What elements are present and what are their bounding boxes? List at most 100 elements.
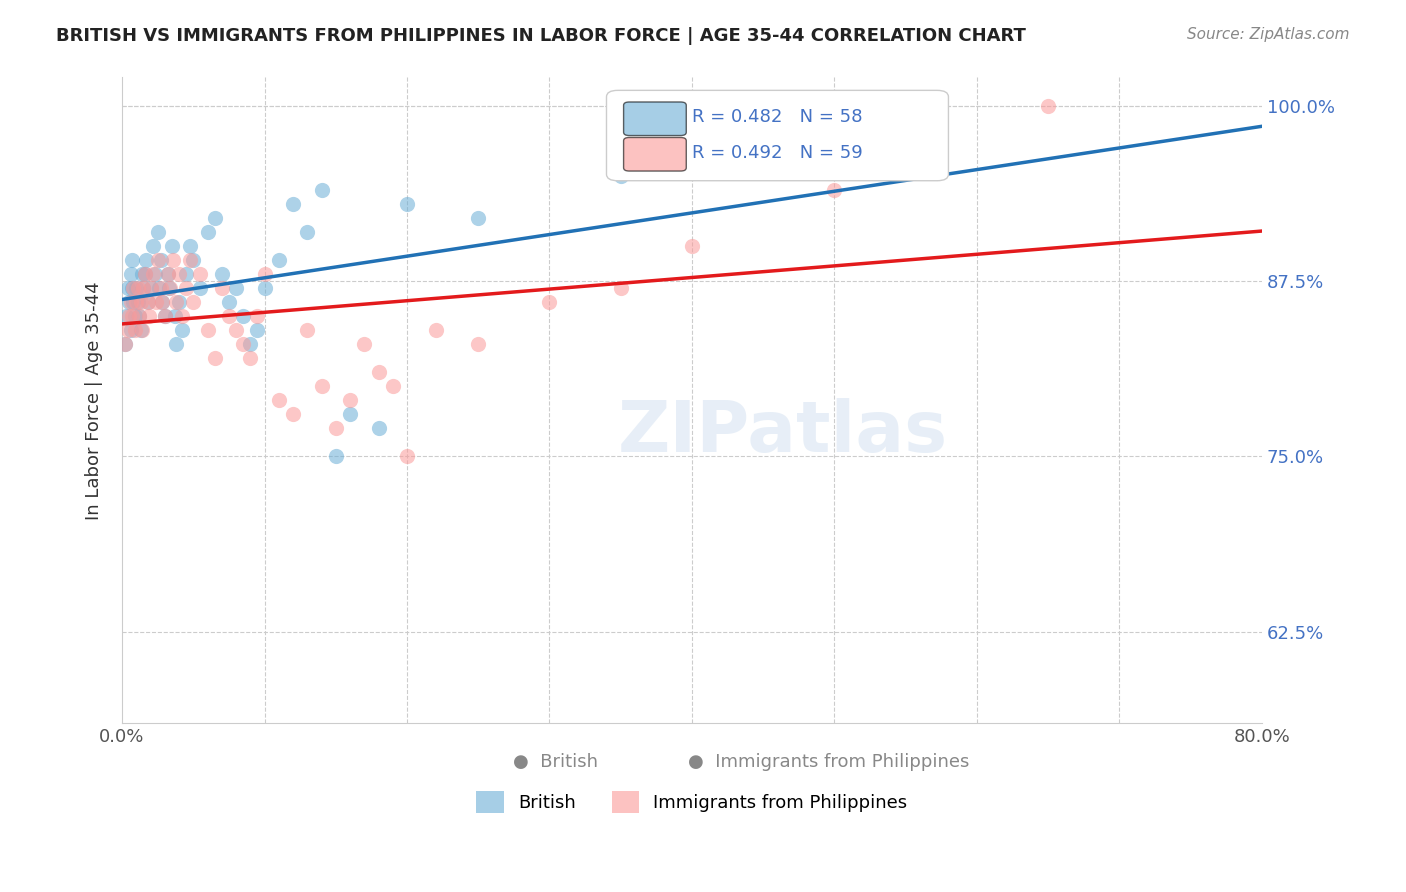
- Immigrants from Philippines: [153, 309, 176, 323]
- British: [609, 169, 631, 183]
- Immigrants from Philippines: [114, 337, 136, 351]
- Immigrants from Philippines: [395, 450, 418, 464]
- British: [225, 281, 247, 295]
- Immigrants from Philippines: [124, 323, 146, 337]
- British: [121, 252, 143, 267]
- British: [752, 140, 775, 154]
- Immigrants from Philippines: [118, 309, 141, 323]
- Immigrants from Philippines: [681, 239, 703, 253]
- Immigrants from Philippines: [281, 407, 304, 421]
- Immigrants from Philippines: [367, 365, 389, 379]
- British: [157, 281, 180, 295]
- Immigrants from Philippines: [138, 309, 160, 323]
- British: [165, 337, 187, 351]
- British: [267, 252, 290, 267]
- Immigrants from Philippines: [165, 295, 187, 310]
- British: [149, 252, 172, 267]
- British: [160, 239, 183, 253]
- British: [120, 267, 142, 281]
- Immigrants from Philippines: [146, 252, 169, 267]
- British: [136, 295, 159, 310]
- British: [127, 295, 149, 310]
- British: [120, 323, 142, 337]
- FancyBboxPatch shape: [624, 102, 686, 136]
- British: [122, 295, 145, 310]
- Immigrants from Philippines: [1038, 98, 1060, 112]
- British: [142, 239, 165, 253]
- Immigrants from Philippines: [132, 281, 155, 295]
- Immigrants from Philippines: [353, 337, 375, 351]
- Immigrants from Philippines: [339, 393, 361, 408]
- British: [181, 252, 204, 267]
- British: [339, 407, 361, 421]
- British: [143, 267, 166, 281]
- Immigrants from Philippines: [204, 351, 226, 365]
- British: [281, 196, 304, 211]
- Immigrants from Philippines: [136, 295, 159, 310]
- British: [179, 239, 201, 253]
- British: [125, 281, 148, 295]
- Immigrants from Philippines: [131, 323, 153, 337]
- Immigrants from Philippines: [122, 281, 145, 295]
- Immigrants from Philippines: [149, 281, 172, 295]
- Immigrants from Philippines: [139, 281, 162, 295]
- Immigrants from Philippines: [267, 393, 290, 408]
- Immigrants from Philippines: [311, 379, 333, 393]
- British: [146, 225, 169, 239]
- British: [124, 309, 146, 323]
- Immigrants from Philippines: [609, 281, 631, 295]
- British: [218, 295, 240, 310]
- British: [174, 267, 197, 281]
- Immigrants from Philippines: [246, 309, 269, 323]
- British: [117, 281, 139, 295]
- British: [246, 323, 269, 337]
- British: [121, 281, 143, 295]
- Immigrants from Philippines: [145, 295, 167, 310]
- Immigrants from Philippines: [239, 351, 262, 365]
- British: [132, 281, 155, 295]
- Immigrants from Philippines: [167, 267, 190, 281]
- Immigrants from Philippines: [159, 281, 181, 295]
- British: [114, 337, 136, 351]
- Immigrants from Philippines: [225, 323, 247, 337]
- Immigrants from Philippines: [170, 309, 193, 323]
- Immigrants from Philippines: [127, 281, 149, 295]
- Immigrants from Philippines: [120, 295, 142, 310]
- Immigrants from Philippines: [218, 309, 240, 323]
- British: [211, 267, 233, 281]
- British: [148, 281, 170, 295]
- British: [311, 183, 333, 197]
- Immigrants from Philippines: [129, 295, 152, 310]
- Immigrants from Philippines: [134, 267, 156, 281]
- British: [297, 225, 319, 239]
- Immigrants from Philippines: [128, 309, 150, 323]
- British: [139, 281, 162, 295]
- Text: ZIPatlas: ZIPatlas: [619, 398, 948, 467]
- Immigrants from Philippines: [162, 252, 184, 267]
- British: [232, 309, 254, 323]
- British: [150, 295, 173, 310]
- British: [134, 267, 156, 281]
- Immigrants from Philippines: [297, 323, 319, 337]
- Immigrants from Philippines: [197, 323, 219, 337]
- British: [325, 450, 347, 464]
- Immigrants from Philippines: [125, 295, 148, 310]
- British: [135, 252, 157, 267]
- British: [190, 281, 212, 295]
- Text: Source: ZipAtlas.com: Source: ZipAtlas.com: [1187, 27, 1350, 42]
- FancyBboxPatch shape: [624, 137, 686, 171]
- Text: BRITISH VS IMMIGRANTS FROM PHILIPPINES IN LABOR FORCE | AGE 35-44 CORRELATION CH: BRITISH VS IMMIGRANTS FROM PHILIPPINES I…: [56, 27, 1026, 45]
- British: [367, 421, 389, 435]
- Immigrants from Philippines: [142, 267, 165, 281]
- Immigrants from Philippines: [190, 267, 212, 281]
- British: [167, 295, 190, 310]
- FancyBboxPatch shape: [606, 90, 949, 181]
- British: [253, 281, 276, 295]
- Text: R = 0.492   N = 59: R = 0.492 N = 59: [692, 144, 863, 162]
- British: [170, 323, 193, 337]
- Immigrants from Philippines: [121, 309, 143, 323]
- British: [163, 309, 186, 323]
- Text: ●  Immigrants from Philippines: ● Immigrants from Philippines: [688, 753, 970, 771]
- Immigrants from Philippines: [156, 267, 179, 281]
- Immigrants from Philippines: [211, 281, 233, 295]
